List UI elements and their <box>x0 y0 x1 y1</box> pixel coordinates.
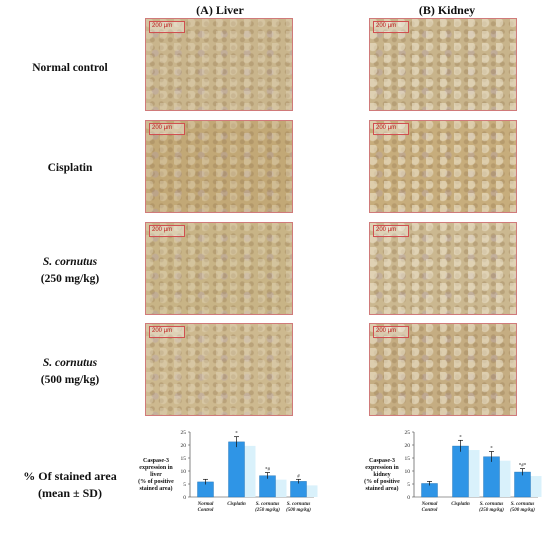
liver-ylabel-line2: expression in <box>139 465 173 471</box>
liver-ylabel-line3: liver <box>150 472 162 478</box>
liver-category-label-0: Normal <box>197 502 214 507</box>
micrograph-kidney-s500: 200 µm <box>369 323 517 416</box>
row-label-s250: S. cornutus (250 mg/kg) <box>0 254 140 288</box>
kidney-ylabel-line2: expression in <box>365 465 399 471</box>
kidney-annotation-3: *#* <box>519 464 527 469</box>
liver-category-sublabel-0: Control <box>198 508 214 513</box>
scale-bar-label: 200 µm <box>149 225 185 237</box>
liver-category-label-2: S. cornutus <box>256 502 280 507</box>
kidney-bar-2 <box>483 456 500 498</box>
liver-ytick-label-0: 0 <box>183 495 186 501</box>
row-label-stained-line1: % Of stained area <box>23 469 117 483</box>
kidney-category-label-0: Normal <box>421 502 438 507</box>
liver-ytick-label-2: 10 <box>181 469 187 475</box>
liver-annotation-2: *# <box>265 468 271 473</box>
kidney-ytick-label-1: 5 <box>407 482 410 488</box>
scale-bar-label: 200 µm <box>373 326 409 338</box>
liver-category-label-3: S. cornutus <box>287 502 311 507</box>
micrograph-liver-cisplatin: 200 µm <box>145 120 293 213</box>
kidney-ytick-label-4: 20 <box>405 443 411 449</box>
kidney-bar-3 <box>514 471 531 498</box>
column-title-liver: (A) Liver <box>196 3 244 17</box>
scale-bar-label: 200 µm <box>149 326 185 338</box>
kidney-ylabel-line5: stained area) <box>365 486 399 492</box>
liver-ytick-label-3: 15 <box>181 456 187 462</box>
micrograph-kidney-cisplatin: 200 µm <box>369 120 517 213</box>
row-label-cisplatin: Cisplatin <box>47 162 93 174</box>
column-title-kidney: (B) Kidney <box>418 3 476 17</box>
kidney-ytick-label-3: 15 <box>405 456 411 462</box>
micrograph-liver-s250: 200 µm <box>145 222 293 315</box>
kidney-ytick-label-0: 0 <box>407 495 410 501</box>
kidney-bar-1 <box>452 445 469 498</box>
row-label-s500-name: S. cornutus <box>42 357 98 369</box>
kidney-ytick-label-2: 10 <box>405 469 411 475</box>
kidney-ylabel-line1: Caspase-3 <box>368 458 395 464</box>
liver-bar-3 <box>290 481 307 498</box>
kidney-category-label-1: Cisplatin <box>451 502 470 507</box>
kidney-category-sublabel-0: Control <box>422 508 438 513</box>
liver-bar-1 <box>228 441 245 498</box>
kidney-annotation-1: * <box>459 435 462 440</box>
kidney-category-sublabel-3: (500 mg/kg) <box>510 508 535 513</box>
liver-ytick-label-1: 5 <box>183 482 186 488</box>
row-label-s250-dose: (250 mg/kg) <box>40 273 100 285</box>
micrograph-liver-normal: 200 µm <box>145 18 293 111</box>
liver-bar-2 <box>259 475 276 498</box>
scale-bar-label: 200 µm <box>373 21 409 33</box>
kidney-category-sublabel-2: (250 mg/kg) <box>479 508 504 513</box>
liver-ylabel-line4: (% of positive <box>138 479 174 485</box>
row-label-s500-dose: (500 mg/kg) <box>40 374 100 386</box>
liver-ytick-label-5: 25 <box>181 430 187 436</box>
row-label-s500: S. cornutus (500 mg/kg) <box>0 355 140 389</box>
micrograph-kidney-s250: 200 µm <box>369 222 517 315</box>
kidney-chart-ylabel: Caspase-3 expression in kidney (% of pos… <box>352 458 412 493</box>
kidney-category-label-3: S. cornutus <box>511 502 535 507</box>
liver-annotation-1: * <box>235 432 238 437</box>
liver-chart-ylabel: Caspase-3 expression in liver (% of posi… <box>126 458 186 493</box>
kidney-category-label-2: S. cornutus <box>480 502 504 507</box>
row-label-normal: Normal control <box>32 62 108 74</box>
scale-bar-label: 200 µm <box>373 123 409 135</box>
liver-ylabel-line5: stained area) <box>139 486 173 492</box>
liver-ylabel-line1: Caspase-3 <box>142 458 169 464</box>
row-label-s250-name: S. cornutus <box>42 256 98 268</box>
liver-category-sublabel-2: (250 mg/kg) <box>255 508 280 513</box>
kidney-ytick-label-5: 25 <box>405 430 411 436</box>
row-label-stained: % Of stained area (mean ± SD) <box>0 468 140 502</box>
kidney-annotation-2: * <box>490 447 493 452</box>
kidney-ylabel-line3: kidney <box>373 472 391 478</box>
scale-bar-label: 200 µm <box>149 21 185 33</box>
micrograph-kidney-normal: 200 µm <box>369 18 517 111</box>
liver-annotation-3: # <box>297 474 300 479</box>
scale-bar-label: 200 µm <box>373 225 409 237</box>
row-label-stained-line2: (mean ± SD) <box>38 486 102 500</box>
liver-category-sublabel-3: (500 mg/kg) <box>286 508 311 513</box>
kidney-ylabel-line4: (% of positive <box>364 479 400 485</box>
micrograph-liver-s500: 200 µm <box>145 323 293 416</box>
liver-category-label-1: Cisplatin <box>227 502 246 507</box>
liver-ytick-label-4: 20 <box>181 443 187 449</box>
scale-bar-label: 200 µm <box>149 123 185 135</box>
